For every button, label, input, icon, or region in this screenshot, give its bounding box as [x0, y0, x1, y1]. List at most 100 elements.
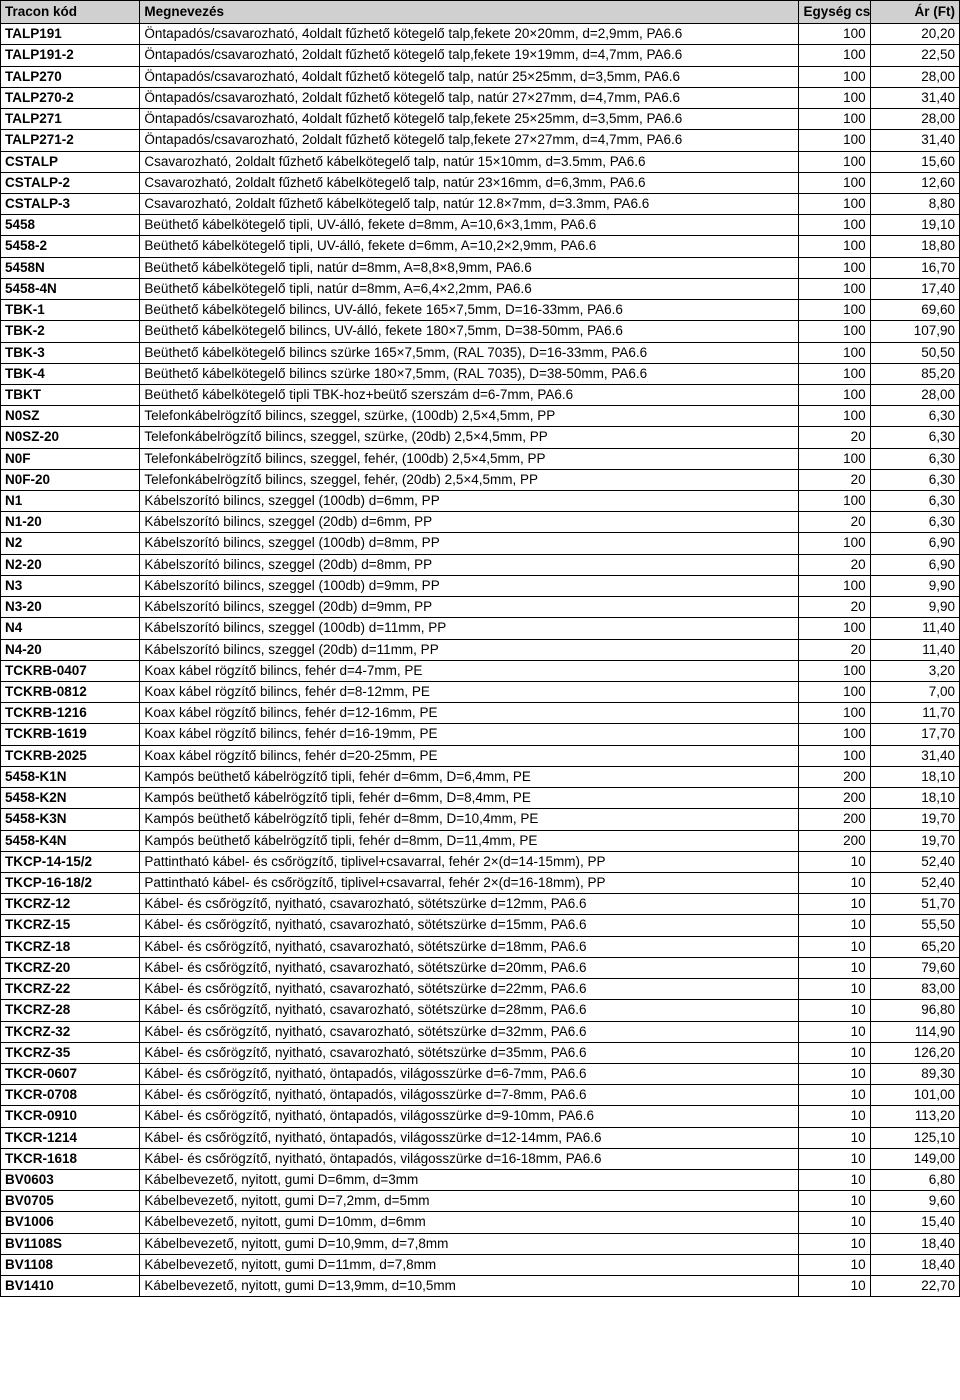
- cell-code: 5458-K2N: [1, 788, 140, 809]
- cell-price: 52,40: [870, 851, 959, 872]
- cell-price: 31,40: [870, 745, 959, 766]
- cell-code: TALP270-2: [1, 87, 140, 108]
- cell-name: Kábel- és csőrögzítő, nyitható, csavaroz…: [140, 957, 799, 978]
- cell-code: BV1108: [1, 1254, 140, 1275]
- cell-qty: 100: [799, 236, 870, 257]
- table-row: TBKTBeüthető kábelkötegelő tipli TBK-hoz…: [1, 384, 960, 405]
- table-row: TKCRZ-12Kábel- és csőrögzítő, nyitható, …: [1, 894, 960, 915]
- cell-qty: 10: [799, 936, 870, 957]
- cell-qty: 20: [799, 597, 870, 618]
- cell-name: Koax kábel rögzítő bilincs, fehér d=20-2…: [140, 745, 799, 766]
- table-row: TCKRB-0407Koax kábel rögzítő bilincs, fe…: [1, 660, 960, 681]
- cell-code: N3: [1, 575, 140, 596]
- cell-price: 50,50: [870, 342, 959, 363]
- cell-qty: 10: [799, 1021, 870, 1042]
- cell-name: Beüthető kábelkötegelő tipli, natúr d=8m…: [140, 257, 799, 278]
- table-row: TKCR-0607Kábel- és csőrögzítő, nyitható,…: [1, 1063, 960, 1084]
- product-table: Tracon kód Megnevezés Egység csomag Ár (…: [0, 0, 960, 1297]
- cell-qty: 10: [799, 979, 870, 1000]
- cell-price: 107,90: [870, 321, 959, 342]
- cell-name: Koax kábel rögzítő bilincs, fehér d=8-12…: [140, 682, 799, 703]
- cell-qty: 100: [799, 491, 870, 512]
- cell-price: 12,60: [870, 172, 959, 193]
- cell-qty: 100: [799, 448, 870, 469]
- cell-code: BV1410: [1, 1276, 140, 1297]
- cell-qty: 200: [799, 809, 870, 830]
- cell-price: 126,20: [870, 1042, 959, 1063]
- cell-price: 113,20: [870, 1106, 959, 1127]
- cell-price: 17,40: [870, 278, 959, 299]
- cell-qty: 100: [799, 45, 870, 66]
- cell-code: CSTALP-3: [1, 193, 140, 214]
- cell-name: Beüthető kábelkötegelő bilincs, UV-álló,…: [140, 321, 799, 342]
- cell-price: 96,80: [870, 1000, 959, 1021]
- cell-code: BV0603: [1, 1170, 140, 1191]
- cell-qty: 10: [799, 1233, 870, 1254]
- cell-price: 9,90: [870, 575, 959, 596]
- cell-qty: 10: [799, 1212, 870, 1233]
- table-row: TALP191-2Öntapadós/csavarozható, 2oldalt…: [1, 45, 960, 66]
- cell-name: Kábel- és csőrögzítő, nyitható, csavaroz…: [140, 1021, 799, 1042]
- table-row: TKCRZ-18Kábel- és csőrögzítő, nyitható, …: [1, 936, 960, 957]
- cell-name: Kampós beüthető kábelrögzítő tipli, fehé…: [140, 788, 799, 809]
- table-row: TKCRZ-35Kábel- és csőrögzítő, nyitható, …: [1, 1042, 960, 1063]
- table-row: 5458Beüthető kábelkötegelő tipli, UV-áll…: [1, 215, 960, 236]
- cell-qty: 100: [799, 257, 870, 278]
- table-row: N1-20Kábelszorító bilincs, szeggel (20db…: [1, 512, 960, 533]
- table-row: N1Kábelszorító bilincs, szeggel (100db) …: [1, 491, 960, 512]
- cell-code: N2-20: [1, 554, 140, 575]
- cell-code: TCKRB-2025: [1, 745, 140, 766]
- cell-price: 52,40: [870, 872, 959, 893]
- table-header-row: Tracon kód Megnevezés Egység csomag Ár (…: [1, 1, 960, 24]
- cell-code: N4-20: [1, 639, 140, 660]
- cell-price: 15,60: [870, 151, 959, 172]
- cell-qty: 10: [799, 1254, 870, 1275]
- cell-code: CSTALP-2: [1, 172, 140, 193]
- cell-price: 28,00: [870, 109, 959, 130]
- cell-name: Kábel- és csőrögzítő, nyitható, csavaroz…: [140, 1000, 799, 1021]
- cell-name: Telefonkábelrögzítő bilincs, szeggel, fe…: [140, 448, 799, 469]
- cell-qty: 100: [799, 618, 870, 639]
- cell-price: 31,40: [870, 130, 959, 151]
- table-row: TKCR-0708Kábel- és csőrögzítő, nyitható,…: [1, 1085, 960, 1106]
- cell-qty: 10: [799, 915, 870, 936]
- cell-name: Öntapadós/csavarozható, 2oldalt fűzhető …: [140, 45, 799, 66]
- cell-qty: 100: [799, 703, 870, 724]
- cell-qty: 20: [799, 469, 870, 490]
- cell-code: TBK-4: [1, 363, 140, 384]
- cell-name: Beüthető kábelkötegelő tipli TBK-hoz+beü…: [140, 384, 799, 405]
- cell-price: 6,80: [870, 1170, 959, 1191]
- cell-price: 83,00: [870, 979, 959, 1000]
- cell-code: TKCRZ-22: [1, 979, 140, 1000]
- cell-price: 22,50: [870, 45, 959, 66]
- cell-name: Kábelbevezető, nyitott, gumi D=6mm, d=3m…: [140, 1170, 799, 1191]
- cell-price: 101,00: [870, 1085, 959, 1106]
- table-row: TKCRZ-22Kábel- és csőrögzítő, nyitható, …: [1, 979, 960, 1000]
- cell-name: Kábelszorító bilincs, szeggel (20db) d=6…: [140, 512, 799, 533]
- cell-name: Kábelbevezető, nyitott, gumi D=7,2mm, d=…: [140, 1191, 799, 1212]
- table-row: BV0705Kábelbevezető, nyitott, gumi D=7,2…: [1, 1191, 960, 1212]
- cell-code: TALP271: [1, 109, 140, 130]
- cell-qty: 100: [799, 406, 870, 427]
- table-row: N4-20Kábelszorító bilincs, szeggel (20db…: [1, 639, 960, 660]
- cell-qty: 10: [799, 1042, 870, 1063]
- cell-name: Kábelbevezető, nyitott, gumi D=10mm, d=6…: [140, 1212, 799, 1233]
- cell-price: 6,90: [870, 533, 959, 554]
- cell-price: 6,30: [870, 491, 959, 512]
- cell-code: TKCRZ-18: [1, 936, 140, 957]
- cell-qty: 10: [799, 1085, 870, 1106]
- cell-qty: 100: [799, 363, 870, 384]
- cell-name: Beüthető kábelkötegelő tipli, UV-álló, f…: [140, 215, 799, 236]
- cell-price: 18,10: [870, 766, 959, 787]
- table-row: CSTALPCsavarozható, 2oldalt fűzhető kábe…: [1, 151, 960, 172]
- cell-qty: 20: [799, 512, 870, 533]
- cell-qty: 100: [799, 300, 870, 321]
- table-row: 5458NBeüthető kábelkötegelő tipli, natúr…: [1, 257, 960, 278]
- cell-name: Öntapadós/csavarozható, 4oldalt fűzhető …: [140, 109, 799, 130]
- cell-code: 5458-K4N: [1, 830, 140, 851]
- cell-qty: 100: [799, 533, 870, 554]
- cell-qty: 200: [799, 788, 870, 809]
- table-row: 5458-2Beüthető kábelkötegelő tipli, UV-á…: [1, 236, 960, 257]
- cell-code: TALP270: [1, 66, 140, 87]
- header-name: Megnevezés: [140, 1, 799, 24]
